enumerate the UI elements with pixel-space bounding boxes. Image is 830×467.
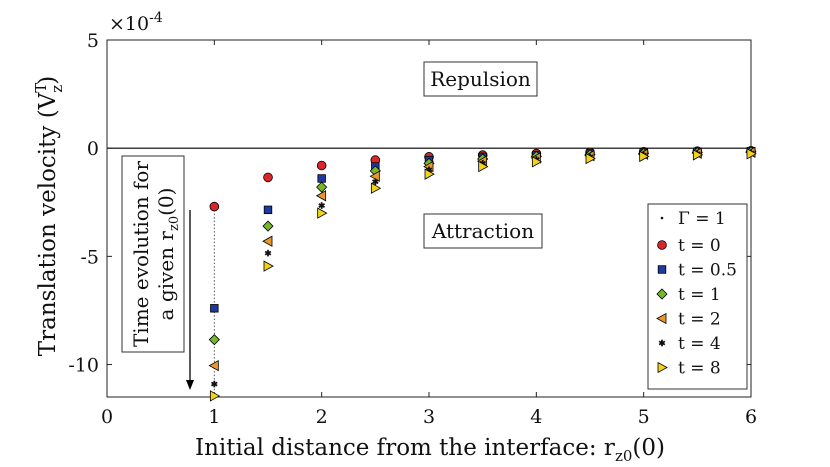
data-point: [262, 220, 274, 232]
data-point: [424, 168, 435, 180]
legend-marker: [657, 240, 667, 250]
data-point: [316, 160, 327, 171]
y-tick-label: -5: [80, 246, 99, 268]
data-point: [372, 178, 379, 186]
repulsion-annotation: Repulsion: [423, 61, 538, 97]
y-axis-ticks: 5 0 -5 -10: [68, 30, 751, 377]
data-point: [263, 260, 274, 272]
data-point: [210, 304, 219, 313]
x-tick-label: 4: [530, 406, 542, 428]
x-axis-ticks: 0 1 2 3 4 5 6: [101, 40, 757, 428]
data-point: [208, 334, 220, 346]
data-point: [209, 390, 221, 402]
data-point: [639, 150, 650, 163]
repulsion-label: Repulsion: [430, 67, 531, 91]
data-point: [263, 205, 273, 215]
legend-dot-marker: [660, 216, 664, 220]
legend-label: t = 2: [678, 310, 721, 330]
y-axis-multiplier: ×10-4: [109, 10, 163, 35]
legend-label: t = 8: [678, 359, 721, 379]
data-point: [264, 249, 272, 257]
time-evolution-annotation: Time evolution for a given rz0(0): [121, 155, 185, 353]
legend-title: Γ = 1: [678, 209, 726, 229]
time-evolution-line2: a given rz0(0): [154, 188, 182, 321]
x-tick-label: 6: [745, 406, 757, 428]
data-point: [208, 359, 219, 372]
x-tick-label: 0: [101, 406, 113, 428]
x-tick-label: 3: [423, 406, 435, 428]
data-point: [531, 156, 543, 168]
legend-label: t = 1: [678, 285, 721, 305]
time-arrow: [186, 210, 194, 390]
x-tick-label: 5: [638, 406, 650, 428]
data-point: [318, 202, 325, 209]
attraction-annotation: Attraction: [423, 213, 543, 249]
time-evolution-line1: Time evolution for: [129, 161, 153, 348]
data-point: [211, 380, 218, 388]
data-point: [316, 181, 328, 193]
y-tick-label: 0: [87, 138, 99, 160]
x-axis-label: Initial distance from the interface: rz0…: [195, 435, 665, 465]
x-tick-label: 2: [316, 406, 328, 428]
legend-label: t = 4: [678, 334, 721, 354]
data-point: [692, 149, 704, 161]
data-point: [478, 160, 489, 173]
y-tick-label: 5: [87, 30, 99, 52]
attraction-label: Attraction: [431, 219, 534, 243]
legend: Γ = 1 t = 0 t = 0.5 t = 1 t = 2 t = 4 t = 8: [647, 203, 748, 390]
legend-label: t = 0.5: [678, 261, 737, 281]
y-axis-label: Translation velocity (VTz): [32, 76, 66, 356]
legend-marker: [657, 361, 668, 374]
data-point: [263, 172, 273, 183]
data-point: [317, 207, 328, 219]
data-markers: [208, 145, 757, 402]
x-tick-label: 1: [208, 406, 220, 428]
legend-marker: [658, 339, 666, 347]
data-point: [370, 182, 382, 194]
data-point: [315, 190, 327, 202]
data-point: [746, 148, 757, 160]
y-tick-label: -10: [68, 355, 99, 377]
legend-marker: [656, 288, 668, 300]
data-point: [209, 201, 220, 212]
data-point: [262, 235, 273, 247]
data-point: [317, 174, 326, 183]
legend-label: t = 0: [678, 236, 721, 256]
data-point: [585, 152, 596, 165]
legend-marker: [656, 312, 667, 325]
legend-marker: [657, 265, 667, 274]
